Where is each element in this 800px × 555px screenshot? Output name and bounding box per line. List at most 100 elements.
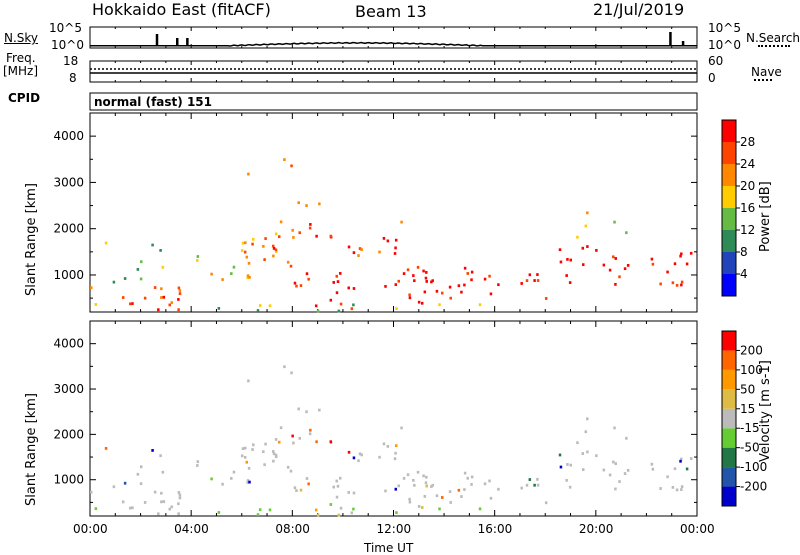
power-echo <box>626 264 630 267</box>
velocity-echo <box>258 508 262 512</box>
velocity-echo <box>177 512 180 516</box>
velocity-echo <box>614 487 617 491</box>
power-echo <box>618 275 621 279</box>
velocity-echo <box>417 505 421 508</box>
y-tick-label: 2000 <box>53 427 84 441</box>
power-echo <box>463 283 466 287</box>
power-echo <box>136 268 140 271</box>
velocity-echo <box>339 476 342 480</box>
power-echo <box>309 223 312 226</box>
power-colorbar-swatch <box>722 252 736 274</box>
power-echo <box>272 247 276 250</box>
velocity-echo <box>299 488 303 492</box>
power-echo <box>161 265 165 269</box>
power-echo <box>478 303 482 307</box>
power-echo <box>160 296 163 299</box>
velocity-echo <box>196 460 200 464</box>
power-echo <box>251 242 254 246</box>
power-echo <box>408 296 412 300</box>
velocity-echo <box>241 447 245 451</box>
velocity-echo <box>252 443 255 447</box>
power-echo <box>274 248 278 252</box>
velocity-echo <box>689 457 693 460</box>
velocity-echo <box>357 459 360 463</box>
velocity-echo <box>581 452 585 455</box>
power-colorbar-tick-label: 24 <box>740 157 755 171</box>
power-echo <box>536 273 539 276</box>
power-echo <box>412 274 415 277</box>
velocity-echo <box>460 495 463 498</box>
freq-axis-top: 18 <box>63 54 79 68</box>
power-colorbar-tick-label: 4 <box>740 267 748 281</box>
velocity-echo <box>420 506 424 509</box>
panel-frame-pow <box>89 112 698 313</box>
power-echo <box>685 262 689 266</box>
power-echo <box>438 303 441 307</box>
power-echo <box>247 172 250 176</box>
power-colorbar-tick-label: 8 <box>740 245 748 259</box>
power-echo <box>104 241 108 245</box>
power-echo <box>217 306 221 310</box>
velocity-echo <box>139 465 143 469</box>
velocity-echo <box>413 483 416 487</box>
power-echo <box>466 272 470 275</box>
velocity-echo <box>533 483 536 487</box>
velocity-echo <box>332 485 335 489</box>
power-echo <box>497 283 500 287</box>
velocity-colorbar-tick-label: 15 <box>740 402 755 416</box>
power-echo <box>625 231 628 235</box>
velocity-echo <box>569 463 573 467</box>
velocity-echo <box>162 500 166 503</box>
velocity-echo <box>438 507 441 511</box>
velocity-echo <box>297 407 300 411</box>
power-echo <box>178 292 182 295</box>
beam-label: Beam 13 <box>355 2 427 21</box>
velocity-echo <box>463 471 467 475</box>
power-echo <box>139 277 143 281</box>
velocity-echo <box>352 507 355 511</box>
velocity-echo <box>123 481 127 485</box>
power-echo <box>449 296 452 300</box>
velocity-echo <box>337 513 341 517</box>
velocity-echo <box>425 484 428 488</box>
power-echo <box>244 241 247 245</box>
power-echo <box>397 279 400 283</box>
velocity-echo <box>466 476 470 480</box>
power-echo <box>241 241 245 245</box>
velocity-echo <box>685 467 689 471</box>
velocity-echo <box>305 410 308 414</box>
velocity-colorbar-tick-label: 50 <box>740 382 755 396</box>
power-echo <box>350 307 354 311</box>
power-echo <box>221 278 224 281</box>
velocity-echo <box>431 483 434 487</box>
power-echo <box>279 220 283 224</box>
nsearch-label: N.Search <box>746 31 800 45</box>
velocity-echo <box>246 479 250 482</box>
velocity-echo <box>586 417 589 421</box>
velocity-echo <box>650 462 654 466</box>
power-echo <box>382 236 386 240</box>
velocity-echo <box>602 468 606 472</box>
velocity-echo <box>272 452 276 456</box>
velocity-echo <box>286 465 290 469</box>
power-echo <box>352 303 355 307</box>
power-echo <box>271 244 275 248</box>
velocity-echo <box>318 408 321 412</box>
power-echo <box>680 283 683 287</box>
power-echo <box>295 284 298 288</box>
velocity-echo <box>382 442 386 446</box>
power-echo <box>316 309 320 313</box>
velocity-echo <box>422 474 425 478</box>
power-echo <box>177 308 180 312</box>
power-echo <box>128 302 132 306</box>
velocity-colorbar-swatch <box>722 428 736 448</box>
power-echo <box>424 276 428 280</box>
velocity-echo <box>673 467 677 471</box>
velocity-echo <box>293 486 297 490</box>
velocity-echo <box>612 460 615 464</box>
velocity-colorbar-swatch <box>722 467 736 487</box>
velocity-echo <box>393 457 397 461</box>
velocity-colorbar-tick-label: 200 <box>740 343 763 357</box>
power-echo <box>360 248 363 252</box>
power-echo <box>151 243 154 247</box>
